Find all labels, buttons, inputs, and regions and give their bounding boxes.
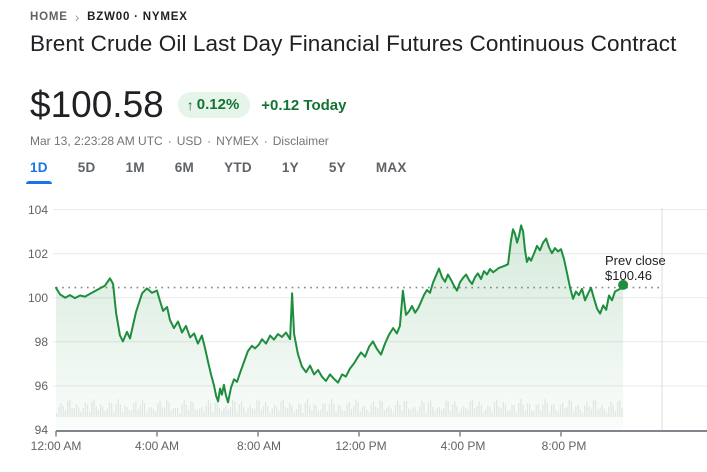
current-price: $100.58 — [30, 84, 164, 125]
page-title: Brent Crude Oil Last Day Financial Futur… — [30, 31, 677, 56]
price-chart: 104 102 100 98 96 94 12:00 AM 4:00 AM 8:… — [0, 192, 707, 472]
change-percent-badge: ↑ 0.12% — [177, 92, 251, 118]
x-axis-ticks — [55, 431, 562, 437]
quote-timestamp: Mar 13, 2:23:28 AM UTC — [30, 134, 163, 148]
quote-exchange: NYMEX — [216, 134, 259, 148]
disclaimer-link[interactable]: Disclaimer — [272, 134, 329, 148]
change-today: +0.12 Today — [261, 96, 347, 114]
tab-max[interactable]: MAX — [375, 160, 407, 175]
breadcrumb-symbol: BZW00 · NYMEX — [87, 11, 188, 23]
price-row: $100.58 ↑ 0.12% +0.12 Today — [30, 84, 346, 126]
change-percent-value: 0.12% — [196, 96, 240, 113]
tab-ytd[interactable]: YTD — [224, 160, 252, 175]
chart-area-fill — [56, 225, 624, 430]
tab-1d[interactable]: 1D — [26, 157, 52, 184]
up-arrow-icon: ↑ — [186, 96, 194, 113]
breadcrumb: HOME › BZW00 · NYMEX — [30, 10, 188, 24]
range-tabs: 1D 5D 1M 6M YTD 1Y 5Y MAX — [26, 157, 437, 184]
chevron-right-icon: › — [74, 9, 81, 25]
current-price-dot — [618, 279, 629, 290]
breadcrumb-home-link[interactable]: HOME — [30, 11, 68, 23]
price-chart-canvas[interactable] — [0, 192, 707, 472]
tab-5d[interactable]: 5D — [77, 160, 96, 175]
price-line — [55, 224, 625, 404]
tab-1y[interactable]: 1Y — [281, 160, 299, 175]
quote-currency: USD — [176, 134, 203, 148]
tab-1m[interactable]: 1M — [125, 160, 145, 175]
tab-6m[interactable]: 6M — [174, 160, 195, 175]
quote-meta: Mar 13, 2:23:28 AM UTC · USD · NYMEX · Disclai… — [30, 134, 329, 148]
tab-5y[interactable]: 5Y — [328, 160, 346, 175]
